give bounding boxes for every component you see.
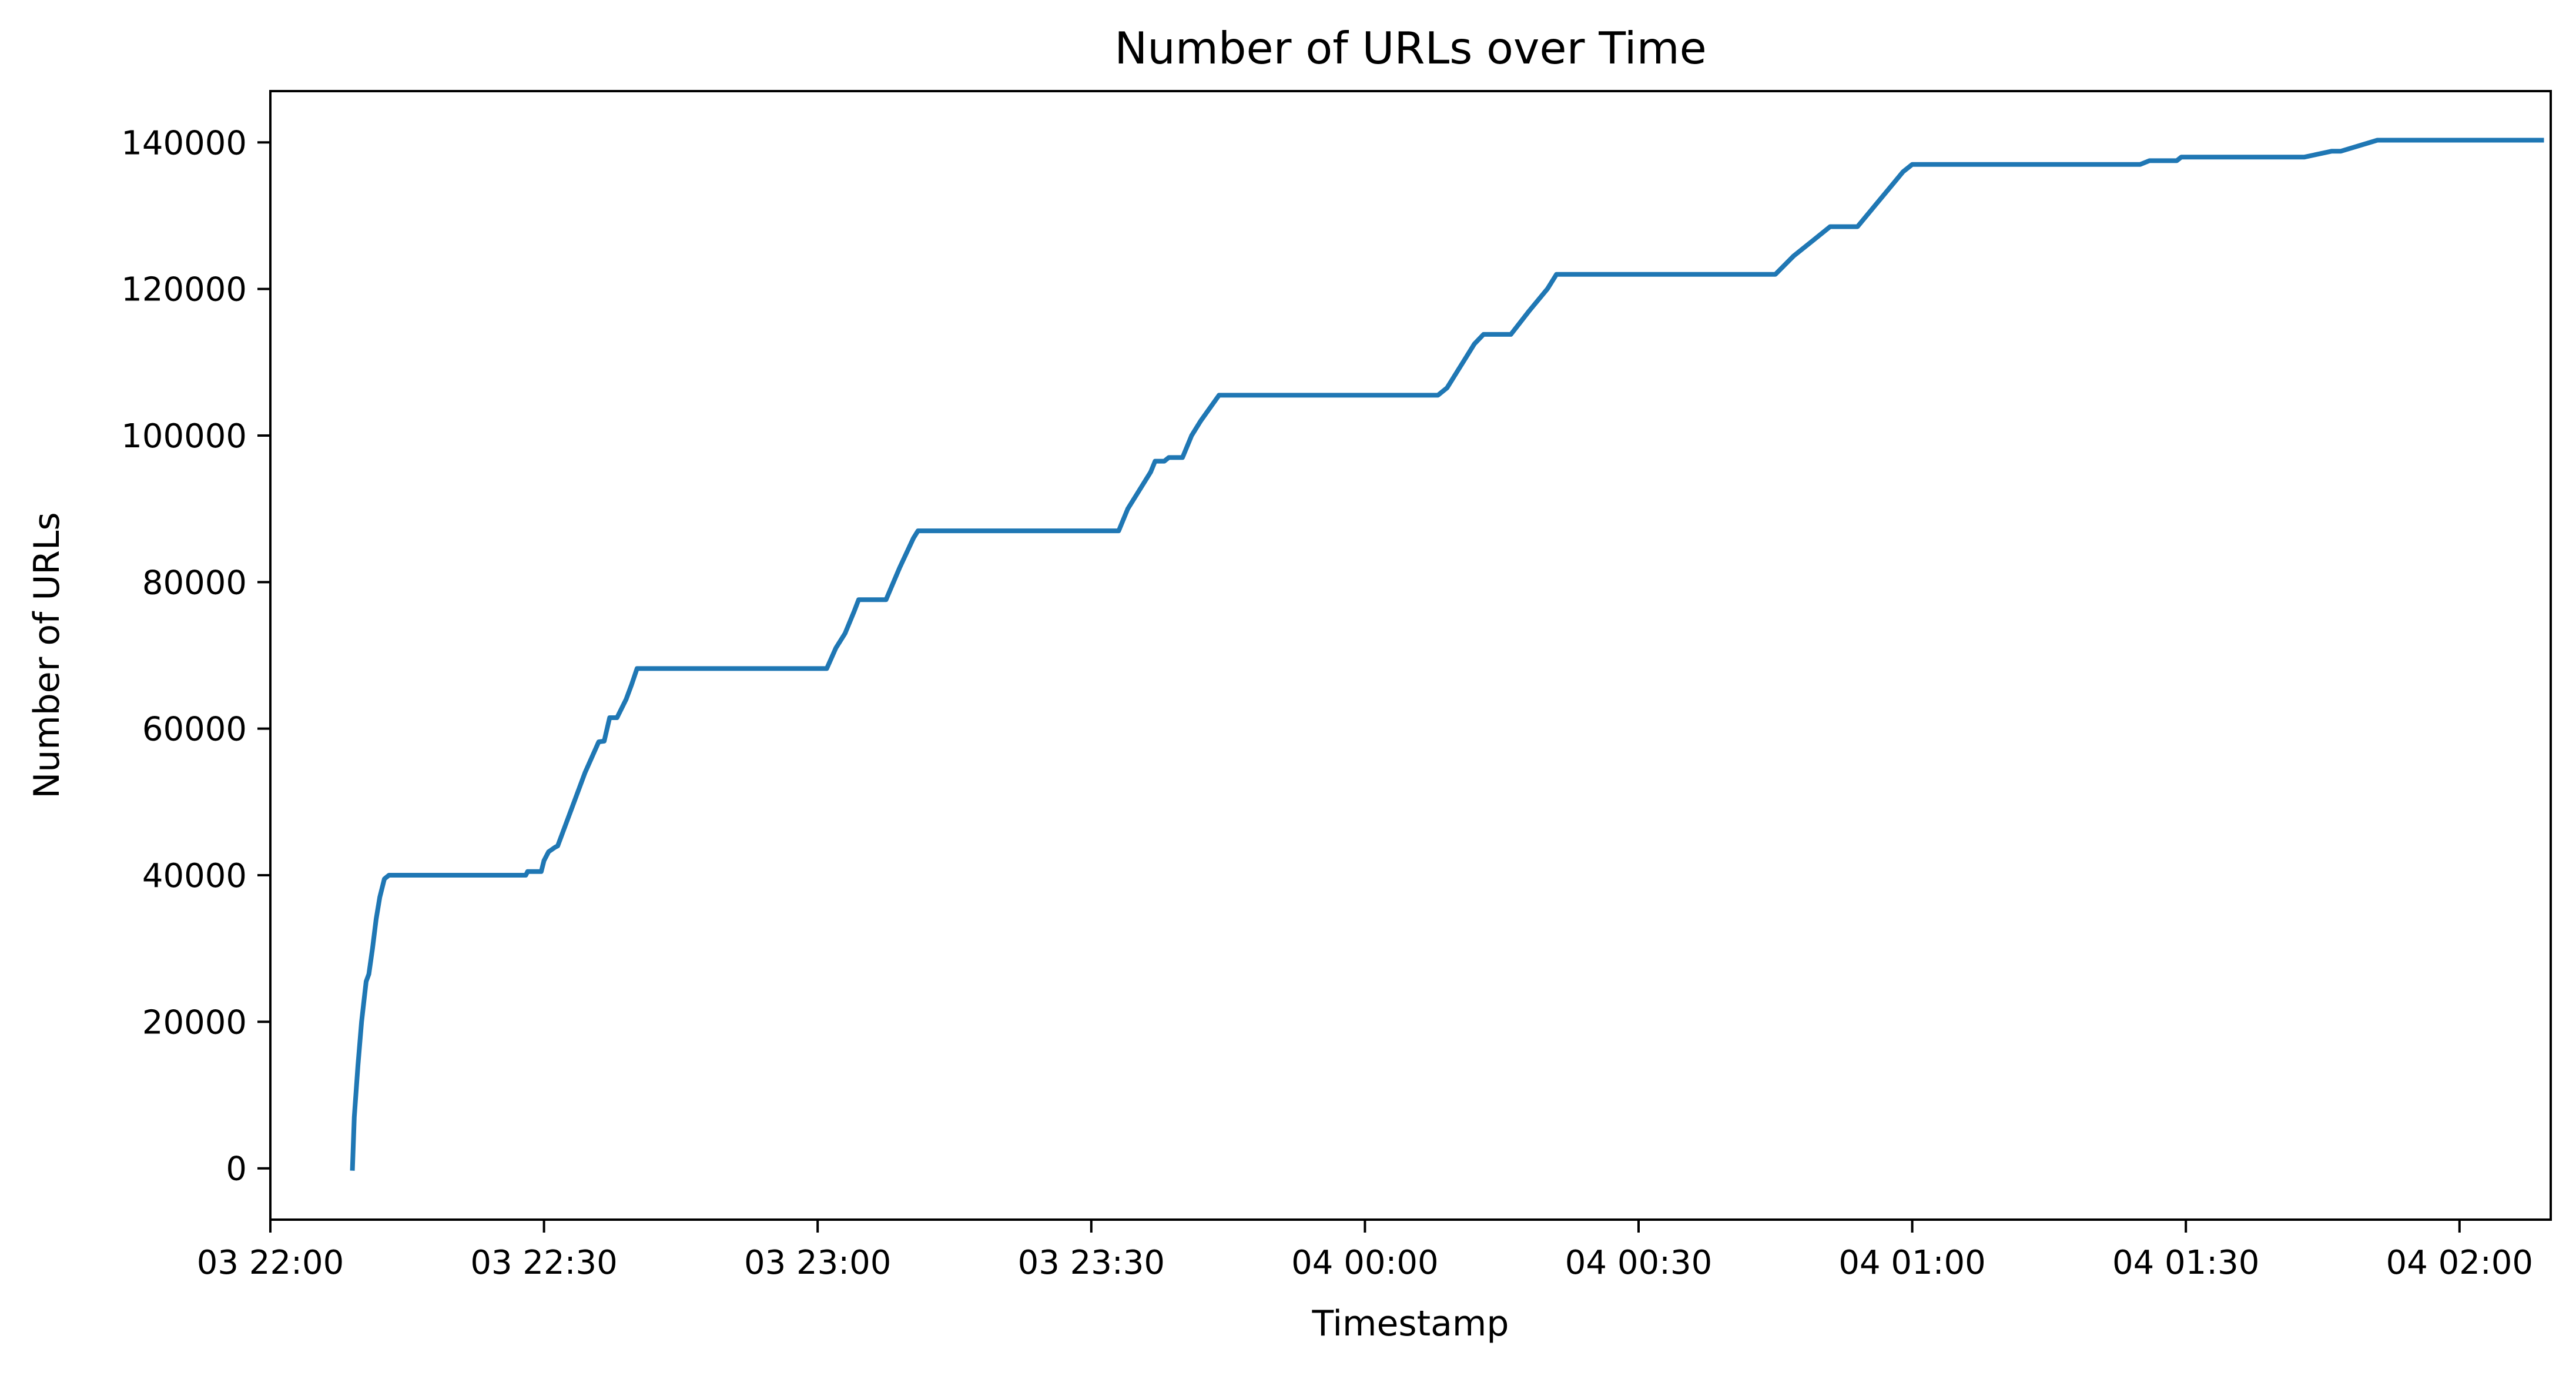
x-tick-label: 04 00:00 bbox=[1291, 1244, 1438, 1282]
x-tick-label: 04 01:00 bbox=[1838, 1244, 1985, 1282]
y-tick-label: 20000 bbox=[142, 1003, 247, 1042]
y-tick-label: 100000 bbox=[121, 417, 247, 456]
y-tick-label: 120000 bbox=[121, 271, 247, 309]
y-axis-ticks: 0 20000 40000 60000 80000 100000 120000 140000 bbox=[121, 124, 270, 1188]
chart-title: Number of URLs over Time bbox=[1114, 22, 1707, 74]
x-tick-label: 03 23:30 bbox=[1018, 1244, 1165, 1282]
y-tick-label: 40000 bbox=[142, 857, 247, 895]
x-tick-label: 03 22:00 bbox=[197, 1244, 344, 1282]
x-axis-label: Timestamp bbox=[1312, 1303, 1509, 1344]
x-tick-label: 04 02:00 bbox=[2386, 1244, 2533, 1282]
y-tick-label: 80000 bbox=[142, 564, 247, 602]
y-tick-label: 140000 bbox=[121, 124, 247, 162]
x-tick-label: 04 01:30 bbox=[2112, 1244, 2259, 1282]
x-tick-label: 04 00:30 bbox=[1565, 1244, 1712, 1282]
series-line bbox=[350, 138, 2544, 1171]
y-tick-label: 0 bbox=[226, 1150, 247, 1188]
x-tick-label: 03 22:30 bbox=[470, 1244, 617, 1282]
x-tick-label: 03 23:00 bbox=[744, 1244, 891, 1282]
y-axis-label: Number of URLs bbox=[26, 512, 68, 798]
y-tick-label: 60000 bbox=[142, 711, 247, 749]
x-axis-ticks: 03 22:00 03 22:30 03 23:00 03 23:30 04 00:00… bbox=[197, 1220, 2533, 1282]
plot-frame bbox=[269, 90, 2552, 1221]
